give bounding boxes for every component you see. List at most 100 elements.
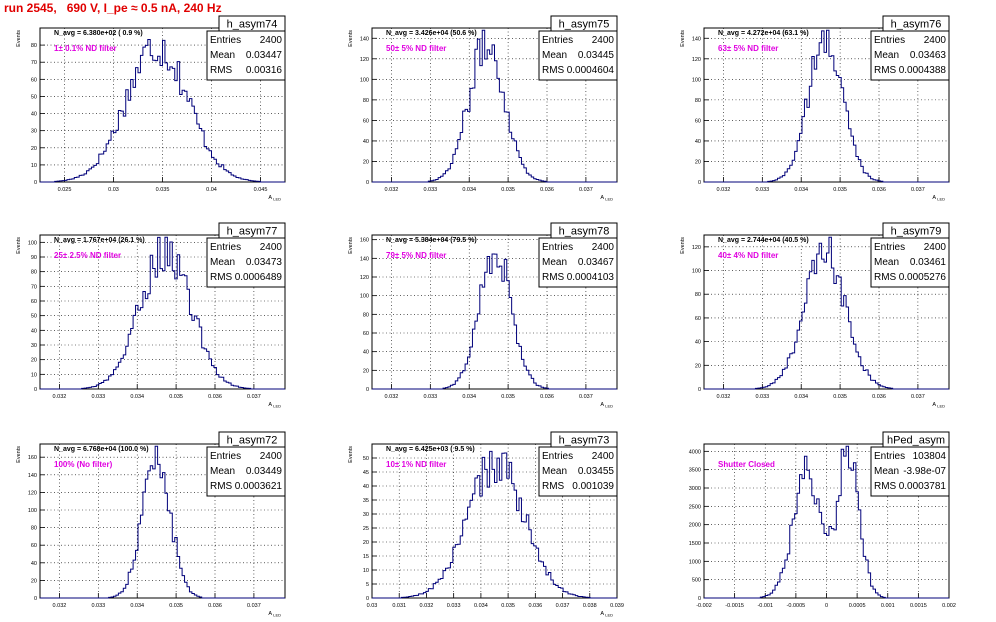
x-tick-label: 0.025 (58, 187, 72, 193)
y-tick-label: 100 (692, 77, 701, 83)
stats-box: h_asym79 Entries 2400 Mean 0.03461 RMS 0.00052… (870, 222, 950, 288)
stats-value: 0.0004103 (567, 272, 615, 283)
stats-value: 2400 (592, 451, 615, 462)
y-tick-label: 40 (31, 328, 37, 334)
stats-label: RMS (210, 272, 233, 283)
x-tick-label: 0.001 (881, 603, 895, 609)
y-tick-label: 120 (28, 490, 37, 496)
y-axis-label: Events (16, 30, 22, 47)
y-tick-label: 60 (363, 331, 369, 337)
stats-body-box (206, 30, 286, 81)
stats-label: Entries (542, 35, 573, 46)
stats-value: 2400 (592, 242, 615, 253)
stats-value: 0.03449 (246, 466, 283, 477)
x-tick-label: 0.032 (385, 187, 399, 193)
stats-box: h_asym73 Entries 2400 Mean 0.03455 RMS 0.00103… (538, 431, 618, 497)
y-tick-label: 100 (28, 508, 37, 514)
y-tick-label: 10 (363, 568, 369, 574)
x-tick-label: 0.0005 (849, 603, 866, 609)
y-tick-label: 90 (31, 255, 37, 261)
navg-label: N_avg = 2.744e+04 (40.5 %) (718, 237, 809, 244)
x-tick-label: 0.034 (462, 187, 476, 193)
x-tick-label: 0.002 (942, 603, 956, 609)
y-tick-label: 160 (28, 455, 37, 461)
plot-frame (39, 443, 286, 599)
x-tick-label: 0.033 (423, 394, 437, 400)
x-axis-label: A LED (600, 402, 613, 409)
y-tick-label: 1500 (689, 541, 701, 547)
y-tick-label: 5 (366, 582, 369, 588)
panel-h_asym72: 0.032 0.033 0.034 0.035 0.036 0.037 0 20 40 60 80 1… (16, 431, 286, 618)
y-axis-label: Events (348, 446, 354, 463)
stats-box: h_asym72 Entries 2400 Mean 0.03449 RMS 0.00036… (206, 431, 286, 497)
y-tick-label: 80 (31, 43, 37, 49)
y-tick-label: 120 (360, 275, 369, 281)
histogram-name: h_asym76 (891, 19, 942, 31)
navg-label: N_avg = 3.426e+04 (50.6 %) (386, 30, 477, 37)
panel-hPed_asym: -0.002 -0.0015 -0.001 -0.0005 0 0.0005 0.001 0.… (689, 431, 956, 609)
x-tick-label: 0.033 (755, 394, 769, 400)
y-tick-label: 4000 (689, 449, 701, 455)
x-tick-label: 0.036 (540, 187, 554, 193)
x-tick-label: 0.035 (156, 187, 170, 193)
y-tick-label: 30 (31, 343, 37, 349)
y-tick-label: 40 (363, 484, 369, 490)
stats-label: RMS (542, 481, 565, 492)
filter-label: 25± 2.5% ND filter (54, 251, 121, 260)
y-tick-label: 20 (31, 578, 37, 584)
stats-label: Entries (210, 242, 241, 253)
histogram-series (40, 38, 285, 183)
y-tick-label: 0 (698, 387, 701, 393)
histogram-series (40, 236, 285, 390)
y-tick-label: 20 (31, 358, 37, 364)
stats-label: RMS (874, 65, 897, 76)
stats-value: 2400 (260, 242, 283, 253)
x-axis-label: A LED (268, 402, 281, 409)
y-tick-label: 20 (363, 368, 369, 374)
plot-frame (703, 234, 950, 390)
filter-label: 40± 4% ND filter (718, 251, 778, 260)
x-tick-label: 0.036 (872, 394, 886, 400)
stats-value: 0.0003781 (899, 481, 947, 492)
stats-label: Mean (874, 466, 899, 477)
x-tick-label: 0.035 (833, 187, 847, 193)
stats-box: h_asym78 Entries 2400 Mean 0.03467 RMS 0.00041… (538, 222, 618, 288)
stats-label: RMS (542, 272, 565, 283)
y-axis-label: Events (348, 30, 354, 47)
x-tick-label: 0.037 (579, 394, 593, 400)
x-tick-label: 0.032 (53, 603, 67, 609)
x-tick-label: 0.034 (794, 394, 808, 400)
plot-frame (371, 443, 618, 599)
y-tick-label: 60 (363, 118, 369, 124)
panel-h_asym77: 0.032 0.033 0.034 0.035 0.036 0.037 0 10 20 30 40 5… (16, 222, 286, 409)
panel-h_asym73: 0.03 0.031 0.032 0.033 0.034 0.035 0.036 0.037 0… (348, 431, 624, 618)
y-tick-label: 100 (28, 240, 37, 246)
y-axis-label: Events (348, 237, 354, 254)
x-tick-label: 0.04 (206, 187, 217, 193)
histogram-name: h_asym78 (559, 226, 610, 238)
y-tick-label: 20 (363, 159, 369, 165)
filter-label: 63± 5% ND filter (718, 44, 778, 53)
y-tick-label: 70 (31, 284, 37, 290)
y-tick-label: 140 (360, 256, 369, 262)
x-tick-label: 0.039 (610, 603, 624, 609)
stats-box: h_asym75 Entries 2400 Mean 0.03445 RMS 0.00046… (538, 15, 618, 81)
stats-value: 0.0005276 (899, 272, 947, 283)
x-tick-label: 0.032 (717, 394, 731, 400)
stats-label: Entries (874, 35, 905, 46)
stats-value: 2400 (924, 35, 947, 46)
histogram-series (704, 236, 949, 390)
x-tick-label: 0.036 (872, 187, 886, 193)
x-tick-label: 0.036 (540, 394, 554, 400)
y-tick-label: 0 (366, 596, 369, 602)
stats-value: 0.00316 (246, 65, 283, 76)
y-tick-label: 80 (363, 312, 369, 318)
y-axis-label: Events (680, 30, 686, 47)
stats-value: 0.03473 (246, 257, 283, 268)
y-tick-label: 40 (695, 139, 701, 145)
x-tick-label: 0.034 (462, 394, 476, 400)
panel-h_asym78: 0.032 0.033 0.034 0.035 0.036 0.037 0 20 40 60 80 1… (348, 222, 618, 409)
histogram-series (704, 29, 949, 183)
y-tick-label: 3500 (689, 468, 701, 474)
stats-value: 0.03467 (578, 257, 615, 268)
